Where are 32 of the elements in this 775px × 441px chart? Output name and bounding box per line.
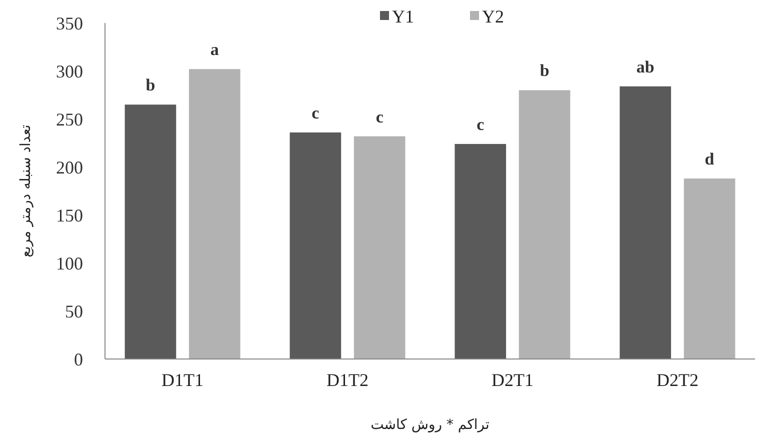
y-tick-label: 50 xyxy=(65,301,83,322)
y-tick-label: 0 xyxy=(74,349,83,370)
data-label: c xyxy=(376,107,384,126)
data-label: ab xyxy=(636,57,654,76)
bar xyxy=(124,104,176,359)
x-axis-title: تراکم * روش کاشت xyxy=(370,417,490,433)
y-tick-label: 200 xyxy=(56,157,83,178)
y-tick-label: 300 xyxy=(56,61,83,82)
bar xyxy=(188,69,240,359)
y-tick-label: 100 xyxy=(56,253,83,274)
legend-label: Y1 xyxy=(392,6,414,26)
data-label: b xyxy=(540,61,550,80)
data-label: c xyxy=(476,114,485,134)
data-label: b xyxy=(146,76,156,95)
bar xyxy=(290,132,342,359)
y-tick-label: 250 xyxy=(56,109,83,130)
legend-label: Y2 xyxy=(482,6,504,26)
data-label: a xyxy=(210,40,220,60)
data-label: d xyxy=(704,150,715,169)
bar xyxy=(354,136,406,359)
x-tick-label: D1T2 xyxy=(326,370,369,390)
bar xyxy=(454,144,506,359)
bar xyxy=(620,86,672,359)
data-label: c xyxy=(312,103,320,122)
x-tick-label: D2T1 xyxy=(491,370,534,390)
x-tick-label: D2T2 xyxy=(656,370,698,390)
bar xyxy=(518,90,570,359)
bar xyxy=(684,178,736,359)
x-tick-label: D1T1 xyxy=(162,370,204,390)
y-tick-label: 350 xyxy=(56,13,83,34)
y-tick-label: 150 xyxy=(56,205,83,226)
y-axis-title: تعداد سنبله درمتر مربع xyxy=(18,124,34,258)
